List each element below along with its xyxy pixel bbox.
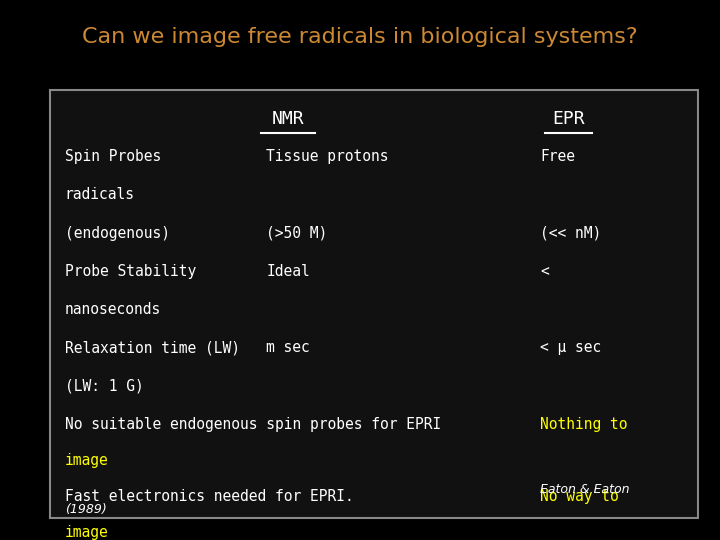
Text: image: image [65, 525, 109, 540]
Text: (endogenous): (endogenous) [65, 226, 170, 240]
Text: (>50 M): (>50 M) [266, 226, 328, 240]
Text: Eaton & Eaton: Eaton & Eaton [540, 483, 629, 496]
Text: Free: Free [540, 149, 575, 164]
Text: (1989): (1989) [65, 503, 107, 516]
Text: radicals: radicals [65, 187, 135, 202]
Text: < μ sec: < μ sec [540, 340, 601, 355]
Text: Fast electronics needed for EPRI.: Fast electronics needed for EPRI. [65, 489, 354, 504]
FancyBboxPatch shape [50, 90, 698, 517]
Text: nanoseconds: nanoseconds [65, 302, 161, 317]
Text: NMR: NMR [271, 111, 305, 129]
Text: Tissue protons: Tissue protons [266, 149, 389, 164]
Text: image: image [65, 453, 109, 468]
Text: (<< nM): (<< nM) [540, 226, 601, 240]
Text: Ideal: Ideal [266, 264, 310, 279]
Text: EPR: EPR [552, 111, 585, 129]
Text: Spin Probes: Spin Probes [65, 149, 161, 164]
Text: Nothing to: Nothing to [540, 417, 628, 432]
Text: Relaxation time (LW): Relaxation time (LW) [65, 340, 240, 355]
Text: m sec: m sec [266, 340, 310, 355]
Text: No way to: No way to [540, 489, 618, 504]
Text: (LW: 1 G): (LW: 1 G) [65, 379, 143, 394]
Text: No suitable endogenous spin probes for EPRI: No suitable endogenous spin probes for E… [65, 417, 441, 432]
Text: Probe Stability: Probe Stability [65, 264, 196, 279]
Text: <: < [540, 264, 549, 279]
Text: Can we image free radicals in biological systems?: Can we image free radicals in biological… [82, 26, 638, 46]
